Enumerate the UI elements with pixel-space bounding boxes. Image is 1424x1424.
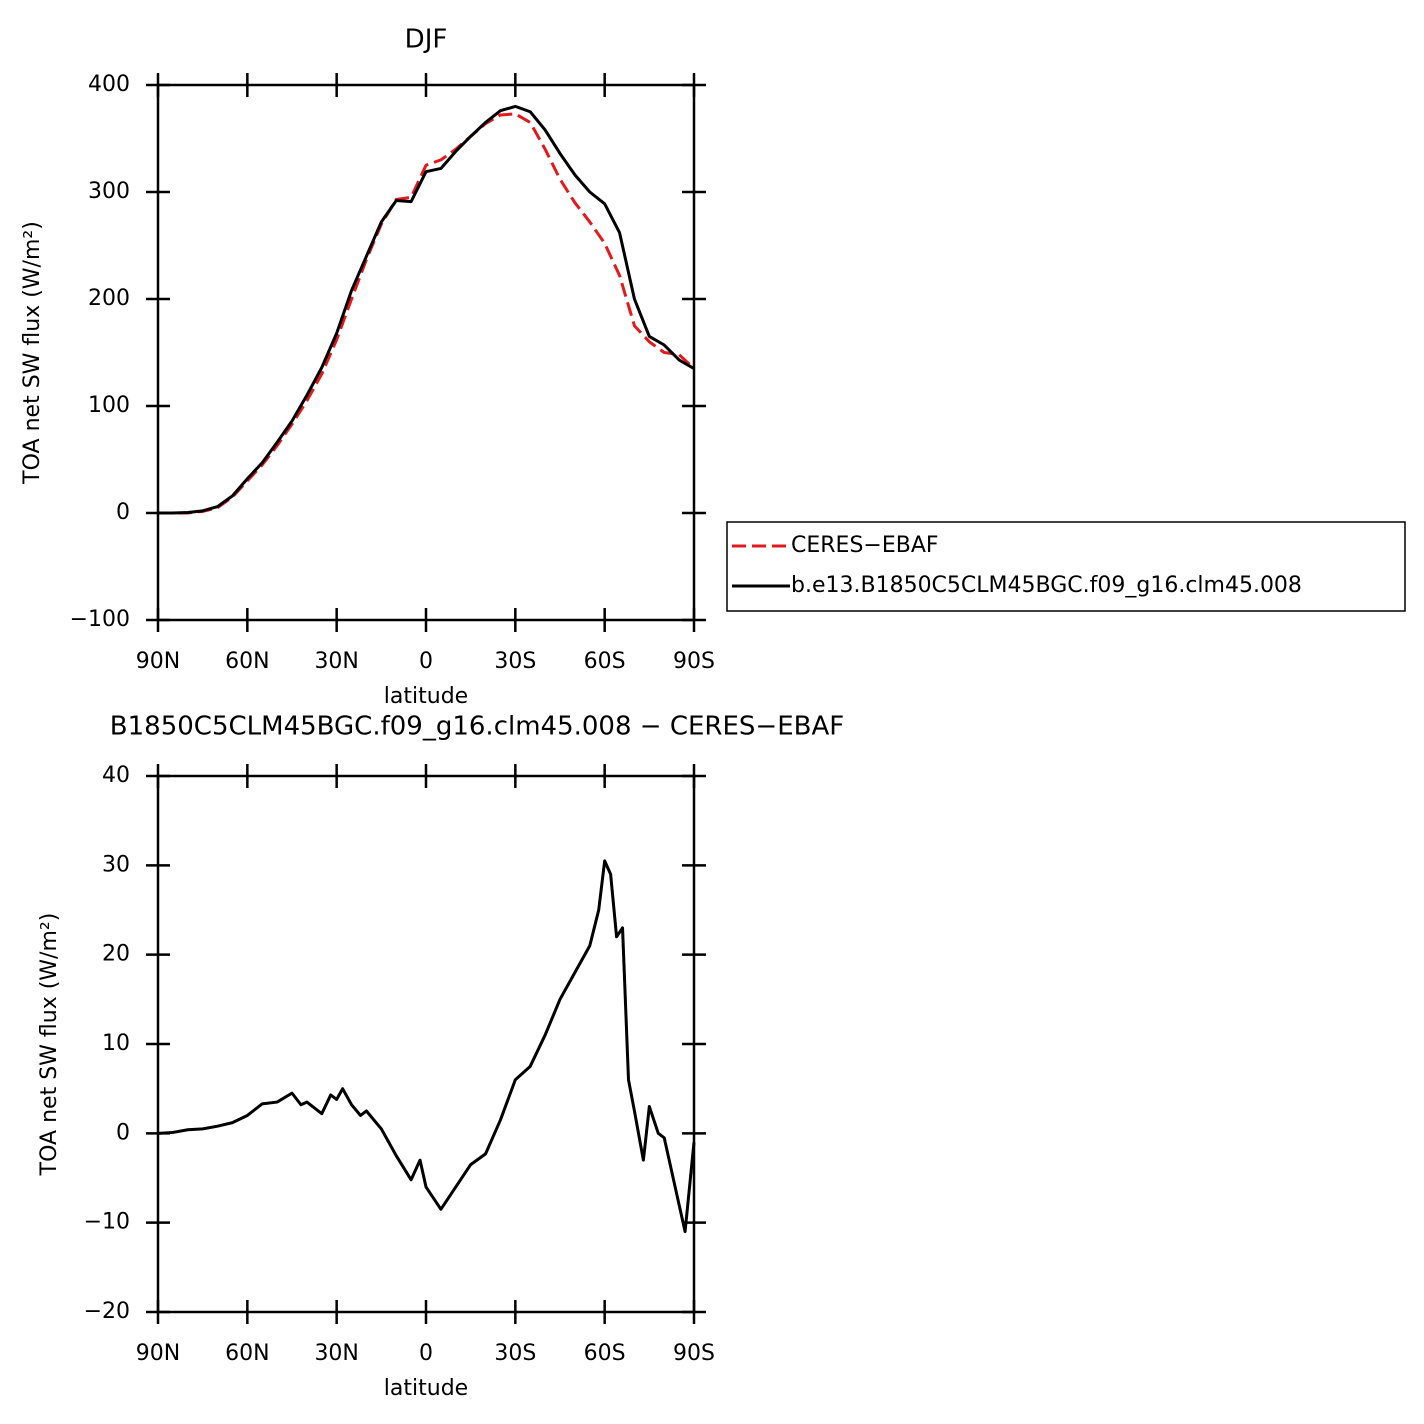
x-tick-label: 60N (225, 649, 269, 674)
x-tick-label: 30N (314, 649, 358, 674)
x-tick-label: 90N (136, 649, 180, 674)
y-tick-label: −10 (84, 1210, 130, 1235)
x-tick-label: 0 (419, 649, 433, 674)
y-axis-label: TOA net SW flux (W/m²) (37, 913, 62, 1177)
x-tick-label: 60N (225, 1341, 269, 1366)
y-tick-label: 30 (102, 852, 130, 877)
x-tick-label: 60S (584, 649, 626, 674)
legend-label: b.e13.B1850C5CLM45BGC.f09_g16.clm45.008 (791, 573, 1302, 598)
y-tick-label: 200 (88, 286, 130, 311)
x-tick-label: 0 (419, 1341, 433, 1366)
legend-box (726, 521, 1406, 612)
x-tick-label: 90S (673, 1341, 715, 1366)
x-tick-label: 30S (494, 649, 536, 674)
y-tick-label: −100 (70, 607, 130, 632)
y-tick-label: 0 (116, 500, 130, 525)
data-line (158, 104, 695, 515)
y-tick-label: 40 (102, 763, 130, 788)
x-axis-label: latitude (384, 684, 468, 709)
y-axis-label: TOA net SW flux (W/m²) (20, 221, 45, 485)
x-tick-label: 60S (584, 1341, 626, 1366)
y-tick-label: 300 (88, 179, 130, 204)
chart-title: DJF (405, 25, 448, 55)
y-tick-label: 20 (102, 942, 130, 967)
y-tick-label: 10 (102, 1031, 130, 1056)
data-line (157, 859, 696, 1234)
y-tick-label: 0 (116, 1120, 130, 1145)
x-tick-label: 90N (136, 1341, 180, 1366)
legend-label: CERES−EBAF (791, 533, 939, 558)
y-tick-label: 100 (88, 393, 130, 418)
chart-title: B1850C5CLM45BGC.f09_g16.clm45.008 − CERE… (110, 712, 844, 742)
plot-frame (156, 774, 696, 1314)
x-tick-label: 30S (494, 1341, 536, 1366)
x-axis-label: latitude (384, 1376, 468, 1401)
y-tick-label: −20 (84, 1299, 130, 1324)
x-tick-label: 30N (314, 1341, 358, 1366)
x-tick-label: 90S (673, 649, 715, 674)
y-tick-label: 400 (88, 72, 130, 97)
